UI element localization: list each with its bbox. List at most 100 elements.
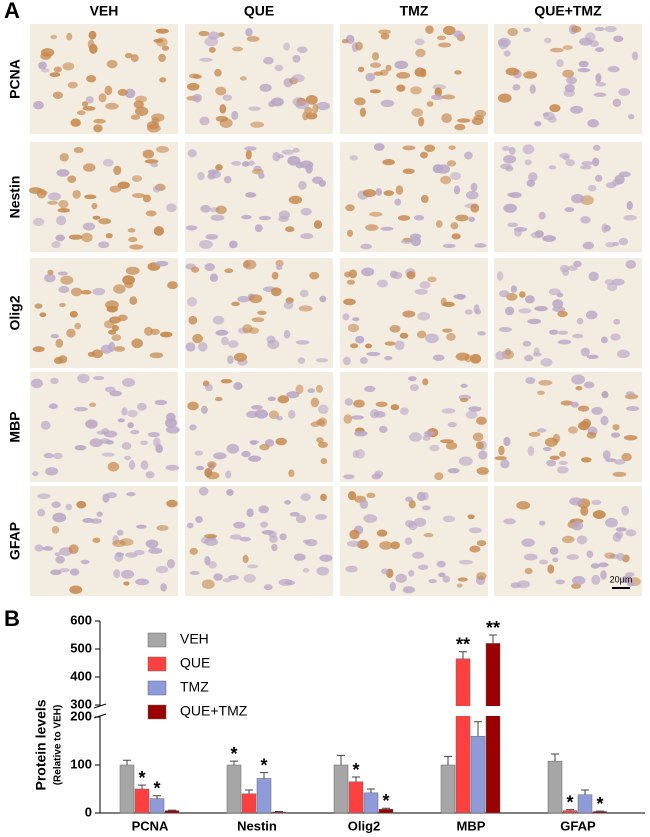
cell [625, 572, 635, 577]
cell [436, 35, 447, 41]
error-bar [153, 795, 161, 799]
cell [189, 570, 200, 575]
bar [547, 760, 563, 814]
cell [320, 493, 327, 502]
cell [508, 146, 516, 155]
cell [204, 263, 215, 271]
cell [376, 529, 388, 537]
cell [347, 229, 354, 237]
row-header: PCNA [7, 59, 23, 99]
cell [349, 529, 360, 540]
cell [268, 530, 277, 539]
cell [625, 259, 637, 269]
cell [402, 168, 415, 175]
cell [592, 144, 601, 151]
cell [369, 89, 381, 94]
cell [366, 351, 381, 357]
cell [402, 310, 416, 318]
cell [320, 458, 328, 465]
cell [156, 37, 168, 47]
cell [318, 179, 327, 187]
cell [420, 151, 428, 159]
significance: * [596, 794, 603, 814]
cell [571, 374, 586, 385]
micrograph [340, 486, 488, 596]
cell [316, 566, 330, 576]
cell [208, 46, 216, 53]
cell [41, 68, 50, 73]
cell [621, 452, 632, 462]
cell [268, 101, 276, 108]
cell [382, 159, 395, 166]
row-header: MBP [7, 411, 23, 442]
cell [166, 412, 176, 422]
cell [144, 326, 153, 336]
cell [550, 47, 564, 53]
cell [458, 559, 473, 565]
significance: * [566, 792, 573, 812]
panel-label: B [4, 606, 20, 631]
cell [260, 521, 268, 528]
legend-swatch [147, 656, 167, 672]
cell [355, 335, 365, 344]
cell [229, 240, 238, 249]
cell [507, 222, 518, 228]
legend-label: VEH [180, 631, 209, 647]
cell [576, 317, 584, 325]
cell [567, 265, 578, 271]
cell [626, 406, 640, 412]
cell [612, 241, 620, 247]
cell [519, 291, 526, 298]
cell [432, 164, 444, 174]
cell [109, 390, 122, 397]
cell [359, 499, 369, 509]
cell [605, 517, 618, 528]
cell [215, 396, 223, 402]
cell [226, 488, 234, 496]
cell [295, 340, 310, 345]
cell [448, 145, 456, 150]
cell [185, 342, 196, 352]
cell [352, 450, 359, 458]
cell [292, 147, 300, 153]
cell [59, 152, 70, 162]
cell [305, 94, 318, 105]
cell [72, 189, 81, 199]
micrograph [30, 24, 178, 134]
cell [529, 84, 536, 94]
cell [117, 418, 125, 423]
cell [116, 529, 124, 536]
cell [352, 317, 360, 322]
cell [128, 460, 136, 470]
cell [188, 315, 198, 325]
cell [154, 260, 169, 267]
y-tick-label: 500 [70, 640, 92, 655]
cell [626, 579, 635, 587]
cell [454, 70, 462, 75]
cell [198, 486, 209, 496]
cell [277, 395, 290, 404]
cell [459, 398, 469, 403]
x-tick-label: Nestin [237, 818, 277, 833]
cell [276, 265, 283, 270]
cell [215, 205, 227, 215]
cell [571, 25, 582, 33]
cell [521, 538, 535, 547]
cell [304, 106, 313, 114]
cell [103, 320, 115, 329]
cell [440, 297, 447, 307]
cell [495, 351, 506, 361]
cell [361, 267, 375, 277]
cell [402, 586, 415, 594]
cell [592, 510, 606, 519]
cell [74, 322, 82, 330]
cell [105, 102, 119, 110]
cell [147, 431, 160, 438]
cell [586, 550, 594, 558]
cell [137, 402, 147, 411]
error-bar [352, 776, 360, 782]
cell [470, 182, 478, 192]
cell [242, 554, 249, 564]
cell [503, 518, 516, 525]
cell [121, 407, 128, 416]
